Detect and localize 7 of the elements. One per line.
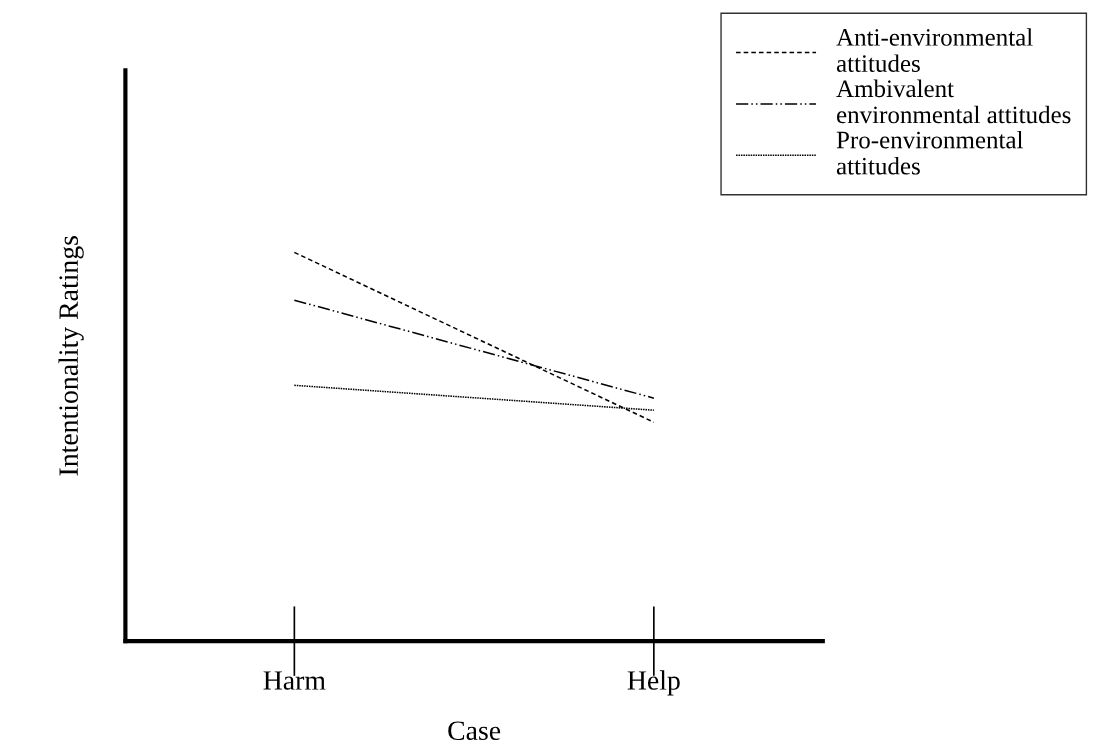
x-axis-title: Case <box>448 721 501 741</box>
x-tick-label: Help <box>627 670 680 696</box>
y-axis-title: Intentionality Ratings <box>58 236 84 476</box>
legend-label: Ambivalent environmental attitudes <box>836 79 1071 124</box>
x-tick-label: Harm <box>263 671 326 690</box>
legend-label: Pro-environmental attitudes <box>836 130 1023 175</box>
legend-label: Anti-environmental attitudes <box>836 28 1033 72</box>
